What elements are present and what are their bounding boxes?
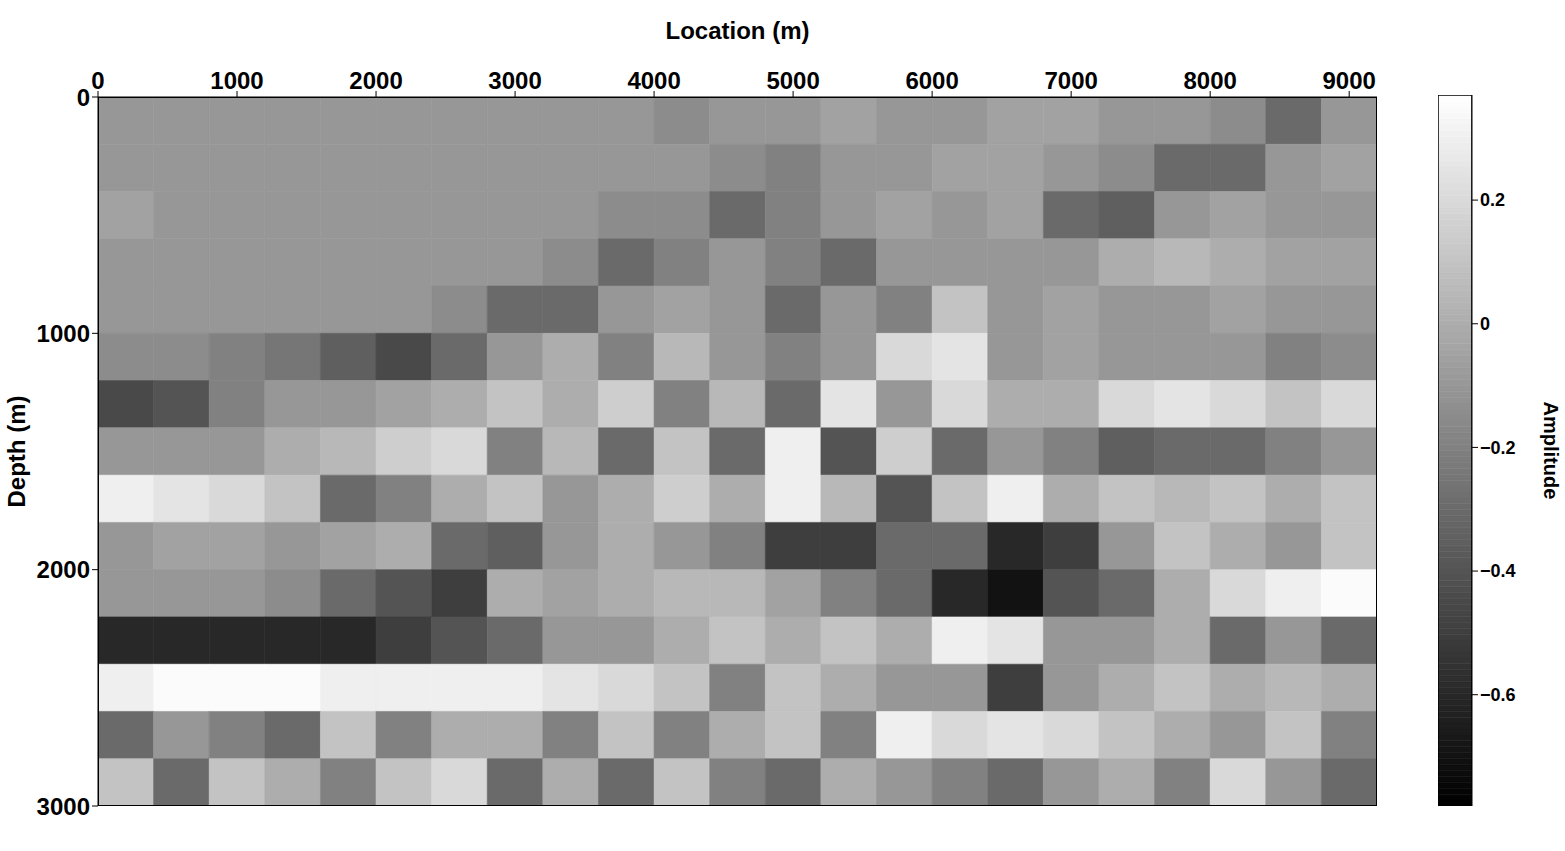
svg-text:0: 0 [91, 67, 104, 94]
svg-text:9000: 9000 [1323, 67, 1376, 94]
svg-text:3000: 3000 [37, 793, 90, 820]
svg-text:0.2: 0.2 [1480, 190, 1505, 210]
svg-text:Depth (m): Depth (m) [3, 396, 30, 508]
svg-text:Location (m): Location (m) [666, 17, 810, 44]
svg-text:−0.4: −0.4 [1480, 561, 1516, 581]
svg-text:5000: 5000 [766, 67, 819, 94]
svg-text:−0.2: −0.2 [1480, 438, 1516, 458]
svg-text:1000: 1000 [37, 320, 90, 347]
svg-text:−0.6: −0.6 [1480, 685, 1516, 705]
svg-text:3000: 3000 [488, 67, 541, 94]
svg-text:2000: 2000 [349, 67, 402, 94]
svg-text:0: 0 [1480, 314, 1490, 334]
svg-text:Amplitude: Amplitude [1540, 402, 1562, 500]
svg-text:6000: 6000 [905, 67, 958, 94]
svg-text:8000: 8000 [1183, 67, 1236, 94]
svg-text:0: 0 [77, 84, 90, 111]
svg-text:2000: 2000 [37, 556, 90, 583]
svg-text:7000: 7000 [1044, 67, 1097, 94]
svg-text:1000: 1000 [210, 67, 263, 94]
svg-text:4000: 4000 [627, 67, 680, 94]
